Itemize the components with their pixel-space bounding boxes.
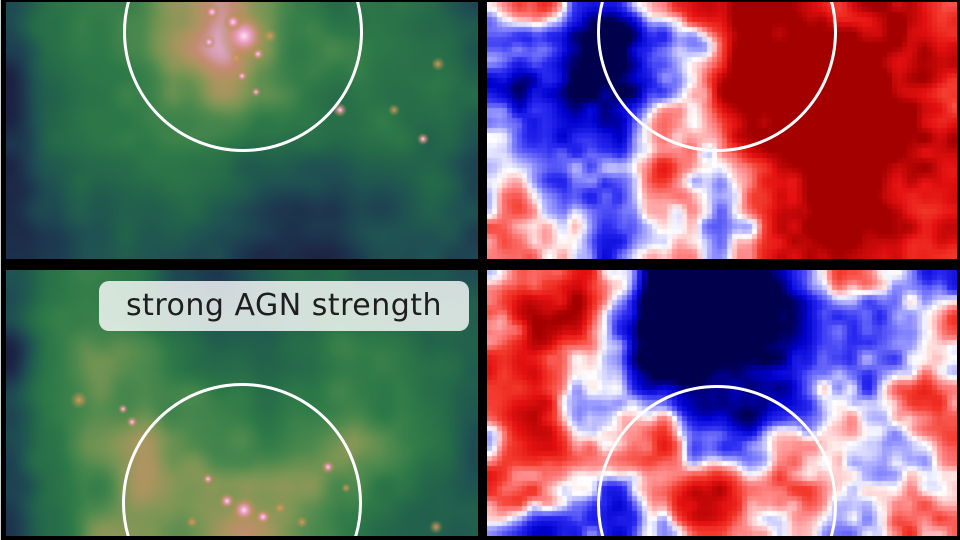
velocity-map-canvas-bottom [487, 270, 957, 536]
figure-left-edge [0, 0, 1, 540]
panel-velocity-top [487, 2, 957, 259]
velocity-map-canvas-top [487, 2, 957, 259]
gas-density-map-canvas-top [6, 2, 478, 259]
panel-velocity-bottom [487, 270, 957, 536]
panel-gas-density-bottom: strong AGN strength [6, 270, 478, 536]
panel-gas-density-top [6, 2, 478, 259]
agn-strength-annotation: strong AGN strength [99, 281, 469, 331]
